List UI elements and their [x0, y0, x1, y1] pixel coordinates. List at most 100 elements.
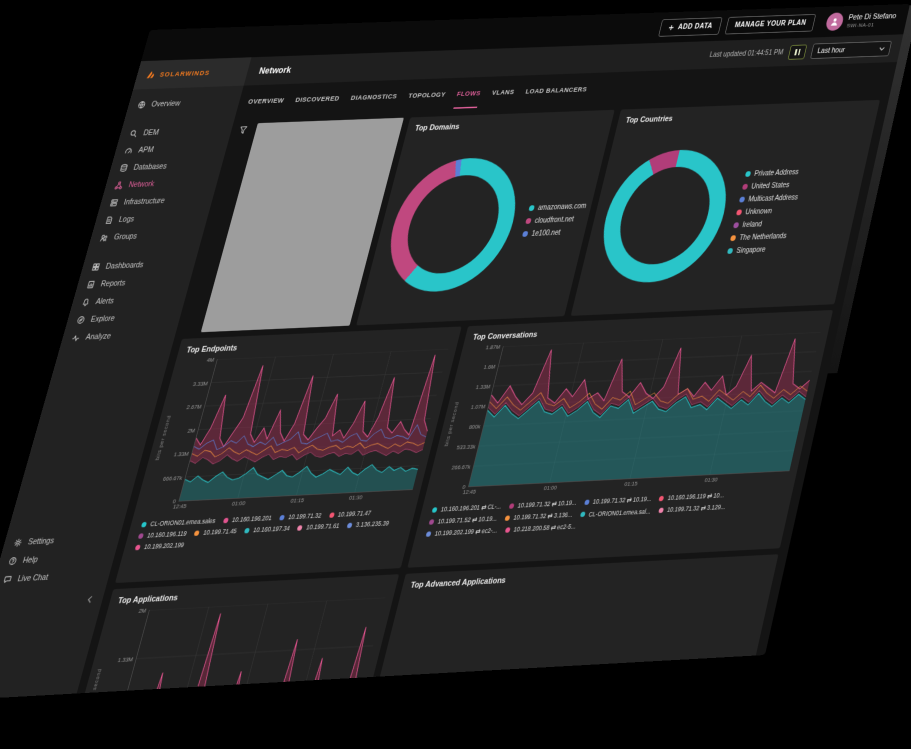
y-axis-tick: 1.87M: [485, 343, 502, 351]
legend-label: 10.199.71.47: [337, 509, 372, 519]
sidebar-item-groups[interactable]: Groups: [88, 225, 205, 247]
sidebar-item-overview[interactable]: Overview: [126, 93, 242, 114]
sidebar-item-label: Alerts: [94, 296, 115, 307]
brand-name: SOLARWINDS: [158, 68, 211, 79]
legend-item[interactable]: Singapore: [726, 245, 787, 255]
y-axis-tick: 2.67M: [185, 403, 203, 411]
legend-item[interactable]: CL-ORION01.emea.sales: [141, 517, 217, 528]
infrastructure-icon: [109, 198, 119, 207]
add-data-button[interactable]: ADD DATA: [658, 16, 723, 37]
legend-item[interactable]: The Netherlands: [729, 231, 790, 242]
y-axis-tick: 1.33M: [116, 655, 134, 664]
domains-legend: amazonaws.com cloudfront.net 1e100.net: [521, 202, 587, 238]
legend-dot: [735, 209, 743, 216]
legend-item[interactable]: 10.160.196.201 ⇄ CL-...: [431, 502, 502, 514]
legend-item[interactable]: 10.199.71.47: [328, 509, 372, 519]
y-axis-tick: 666.67k: [162, 474, 184, 482]
legend-dot: [328, 512, 335, 518]
legend-label: 10.160.196.201: [231, 514, 273, 524]
legend-item[interactable]: 10.160.196.119: [137, 530, 188, 540]
databases-icon: [119, 164, 129, 173]
legend-item[interactable]: amazonaws.com: [528, 202, 587, 212]
legend-item[interactable]: Ireland: [732, 219, 793, 229]
legend-item[interactable]: cloudfront.net: [525, 215, 584, 225]
legend-item[interactable]: 10.199.71.32: [279, 512, 322, 522]
legend-item[interactable]: 10.199.71.32 ⇄ 10.19...: [508, 499, 578, 511]
legend-item[interactable]: Multicast Address: [738, 193, 799, 203]
legend-dot: [726, 248, 734, 255]
legend-item[interactable]: CL-ORION01.emea.sal...: [579, 507, 652, 519]
time-range-select[interactable]: Last hour: [810, 40, 892, 59]
legend-item[interactable]: Unknown: [735, 206, 796, 216]
legend-item[interactable]: 10.199.71.61: [297, 522, 340, 532]
chart-canvas: [110, 597, 386, 694]
applications-chart: bits per second2M1.33M666.67k012:4501:00…: [77, 597, 386, 694]
legend-item[interactable]: 10.218.200.58 ⇄ ec2-5...: [504, 522, 577, 534]
legend-dot: [297, 524, 304, 531]
y-axis-tick: 533.33k: [455, 443, 477, 451]
tab-load-balancers[interactable]: LOAD BALANCERS: [524, 85, 588, 96]
sidebar-item-label: Settings: [26, 536, 56, 547]
endpoints-chart: bits per second 4M 3.33M 2.67M 2M 1.33M 666.67…: [142, 348, 449, 515]
legend-dot: [279, 514, 286, 521]
brand-logo[interactable]: SOLARWINDS: [133, 57, 252, 90]
chevron-down-icon: [879, 47, 886, 51]
legend-label: 10.199.71.32 ⇄ 10.19...: [592, 494, 653, 506]
legend-label: 10.160.197.34: [252, 524, 291, 534]
legend-item[interactable]: 1e100.net: [521, 228, 581, 238]
tab-topology[interactable]: TOPOLOGY: [407, 90, 447, 101]
legend-label: The Netherlands: [738, 231, 788, 242]
plus-icon: [668, 24, 675, 30]
x-axis-tick: 12:45: [172, 502, 188, 511]
sidebar-item-analyze[interactable]: Analyze: [60, 324, 178, 347]
legend-item[interactable]: United States: [741, 181, 802, 191]
x-axis-tick: 01:00: [543, 484, 558, 492]
legend-item[interactable]: 10.199.202.199: [134, 541, 185, 551]
sidebar-item-label: Analyze: [84, 331, 113, 342]
legend-item[interactable]: 3.136.235.39: [346, 519, 390, 529]
legend-label: 10.160.196.119 ⇄ 10...: [666, 491, 726, 502]
legend-item[interactable]: 10.160.196.119 ⇄ 10...: [658, 491, 725, 502]
row-top: Top Domains amazonaws.com cloudfront.net 1…: [184, 99, 880, 333]
tab-flows[interactable]: FLOWS: [453, 89, 482, 109]
legend-label: Singapore: [735, 245, 767, 255]
solarwinds-logo-icon: [146, 70, 154, 78]
legend-item[interactable]: 10.160.197.34: [244, 524, 291, 534]
legend-item[interactable]: 10.199.71.32 ⇄ 3.129...: [657, 503, 726, 515]
x-axis-tick: 01:30: [703, 476, 719, 484]
legend-item[interactable]: 10.160.196.201: [222, 514, 273, 524]
alerts-icon: [81, 298, 91, 307]
app-body: Overview DEM APM Databases Network Infrastruc…: [0, 61, 898, 701]
legend-item[interactable]: 10.199.71.32 ⇄ 10.19...: [583, 495, 652, 507]
sidebar-item-label: Live Chat: [16, 572, 50, 584]
user-meta: Pete Di Stefano SWI-NA-01: [846, 12, 897, 29]
pause-refresh-button[interactable]: [787, 44, 808, 60]
legend-item[interactable]: 10.199.71.52 ⇄ 10.19...: [428, 515, 498, 527]
legend-item[interactable]: 10.199.71.32 ⇄ 3.136...: [504, 511, 573, 523]
manage-plan-button[interactable]: MANAGE YOUR PLAN: [724, 13, 817, 35]
tab-discovered[interactable]: DISCOVERED: [294, 94, 341, 105]
x-axis-tick: 01:30: [348, 493, 364, 502]
legend-label: 10.199.202.199: [143, 540, 186, 551]
tab-diagnostics[interactable]: DIAGNOSTICS: [349, 92, 398, 103]
legend-item[interactable]: 10.199.71.45: [194, 527, 238, 537]
app-window-surface: ADD DATA MANAGE YOUR PLAN Pete Di Stefan…: [0, 4, 910, 701]
legend-item[interactable]: 10.199.202.199 ⇄ ec2-...: [425, 526, 498, 538]
legend-item[interactable]: Private Address: [744, 168, 805, 178]
legend-label: Ireland: [741, 220, 763, 229]
donut-layout: Private Address United States Multicast Ad…: [581, 121, 868, 307]
settings-icon: [13, 538, 24, 548]
tab-vlans[interactable]: VLANS: [491, 88, 516, 97]
tab-overview[interactable]: OVERVIEW: [247, 96, 285, 106]
user-menu[interactable]: Pete Di Stefano SWI-NA-01: [824, 11, 898, 31]
legend-dot: [741, 183, 749, 190]
legend-dot: [732, 222, 740, 229]
legend-dot: [141, 521, 148, 528]
last-updated-text: Last updated 01:44:51 PM: [708, 48, 785, 59]
legend-dot: [137, 532, 145, 539]
legend-dot: [528, 205, 535, 212]
chart-canvas: [179, 349, 448, 501]
y-axis-tick: 1.33M: [475, 383, 492, 391]
x-axis-tick: 12:45: [461, 488, 477, 496]
legend-label: CL-ORION01.emea.sal...: [587, 507, 652, 518]
